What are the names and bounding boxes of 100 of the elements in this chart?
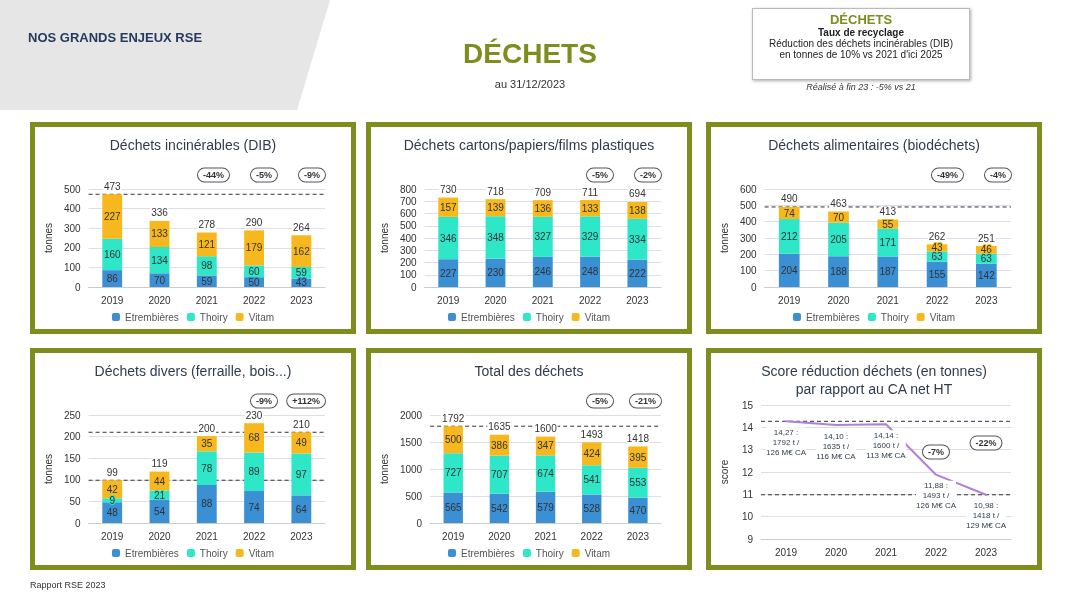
text: Réduction des déchets incinérables (DIB) en tonnes de 10% vs 2021 d'ici 2025 (768, 38, 954, 60)
total-label: 230 (245, 409, 263, 421)
y-tick-label: 500 (63, 183, 82, 195)
x-tick-label: 2020 (827, 294, 851, 306)
data-label: 78 (201, 462, 213, 474)
data-label: 579 (537, 501, 555, 513)
total-label: 473 (103, 180, 122, 192)
text: -2% (639, 170, 656, 180)
x-tick-label: 2022 (924, 546, 948, 558)
data-label: 43 (931, 242, 944, 254)
y-tick-label: 13 (741, 444, 754, 456)
x-tick-label: 2020 (148, 294, 172, 306)
y-tick-label: 200 (63, 242, 82, 254)
data-label: 88 (201, 498, 213, 510)
total-label: 262 (928, 230, 946, 242)
data-label: 142 (978, 269, 996, 281)
data-label: 43 (295, 277, 308, 289)
x-tick-label: 2020 (488, 530, 511, 542)
y-tick-label: 100 (739, 265, 758, 277)
x-tick-label: 2023 (290, 294, 313, 306)
data-label: 64 (295, 503, 308, 515)
total-label: 99 (106, 466, 119, 478)
total-label: 718 (487, 185, 505, 197)
y-tick-label: 100 (399, 269, 418, 281)
data-label: 97 (295, 468, 308, 480)
data-label: 395 (629, 451, 647, 463)
legend-label: Etrembières (124, 547, 179, 559)
data-label: 59 (295, 267, 308, 279)
x-tick-label: 2020 (148, 530, 172, 542)
data-label: 10,98 : 1418 t / 129 M€ CA (965, 501, 1007, 531)
y-tick-label: 200 (739, 248, 758, 260)
data-label: 70 (832, 211, 845, 223)
data-label: 11,88 : 1493 t / 126 M€ CA (915, 481, 957, 511)
text: -44% (202, 170, 224, 180)
legend-label: Vitam (929, 311, 956, 323)
chart-title: Score réduction déchets (en tonnes) par rapport au CA net HT (761, 363, 987, 397)
x-tick-label: 2020 (484, 294, 508, 306)
y-tick-label: 1500 (399, 436, 423, 448)
data-label: 35 (201, 438, 213, 450)
data-label: 246 (534, 266, 552, 278)
total-label: 336 (151, 207, 169, 219)
data-label: 46 (980, 244, 993, 256)
text: +112% (292, 396, 320, 406)
text: -5% (255, 170, 272, 180)
data-label: 674 (537, 468, 555, 480)
text: Rapport RSE 2023 (30, 580, 106, 590)
data-label: 542 (491, 502, 509, 514)
x-tick-label: 2021 (876, 294, 900, 306)
total-label: 1418 (626, 432, 650, 444)
y-tick-label: 10 (741, 511, 754, 523)
y-tick-label: 300 (399, 244, 418, 256)
data-label: 187 (879, 266, 897, 278)
legend-label: Etrembières (805, 311, 860, 323)
total-label: 463 (830, 197, 848, 209)
x-tick-label: 2022 (578, 294, 602, 306)
data-label: 133 (151, 228, 169, 240)
y-tick-label: 0 (416, 517, 423, 529)
total-label: 1493 (580, 428, 604, 440)
legend-label: Vitam (584, 311, 611, 323)
y-tick-label: 0 (751, 281, 758, 293)
data-label: 155 (928, 268, 946, 280)
y-tick-label: 250 (63, 409, 82, 421)
data-label: 139 (487, 202, 505, 214)
legend-label: Vitam (248, 547, 275, 559)
text: -49% (936, 170, 958, 180)
data-label: 50 (248, 276, 261, 288)
y-tick-label: 0 (75, 517, 82, 529)
text: DÉCHETS (828, 12, 894, 27)
data-label: 49 (295, 437, 308, 449)
chart-title: Déchets incinérables (DIB) (109, 137, 277, 153)
data-label: 136 (534, 202, 552, 214)
text: -4% (989, 170, 1006, 180)
data-label: 133 (581, 202, 599, 214)
y-tick-label: 12 (741, 466, 754, 478)
x-tick-label: 2020 (824, 546, 848, 558)
y-tick-label: 400 (399, 232, 418, 244)
data-label: 227 (103, 211, 122, 223)
data-label: 9 (109, 494, 116, 506)
x-tick-label: 2023 (975, 294, 998, 306)
y-tick-label: 600 (399, 208, 418, 219)
legend-label: Thoiry (199, 311, 228, 323)
total-label: 1792 (442, 412, 465, 424)
total-label: 119 (151, 458, 168, 470)
data-label: 138 (629, 204, 647, 216)
x-tick-label: 2023 (974, 546, 998, 558)
data-label: 334 (629, 233, 647, 245)
data-label: 134 (151, 254, 169, 266)
x-tick-label: 2019 (774, 546, 798, 558)
data-label: 160 (103, 248, 122, 260)
data-label: 205 (830, 234, 848, 246)
y-axis-title: score (718, 459, 730, 485)
data-label: 63 (980, 253, 993, 265)
data-label: 500 (444, 434, 463, 446)
total-label: 730 (439, 184, 458, 196)
data-label: 14,10 : 1635 t / 116 M€ CA (816, 431, 857, 461)
total-label: 709 (534, 186, 552, 198)
data-label: 55 (882, 218, 894, 230)
y-axis-title: tonnes (378, 453, 390, 485)
data-label: 347 (537, 440, 555, 452)
y-axis-title: tonnes (42, 453, 54, 485)
